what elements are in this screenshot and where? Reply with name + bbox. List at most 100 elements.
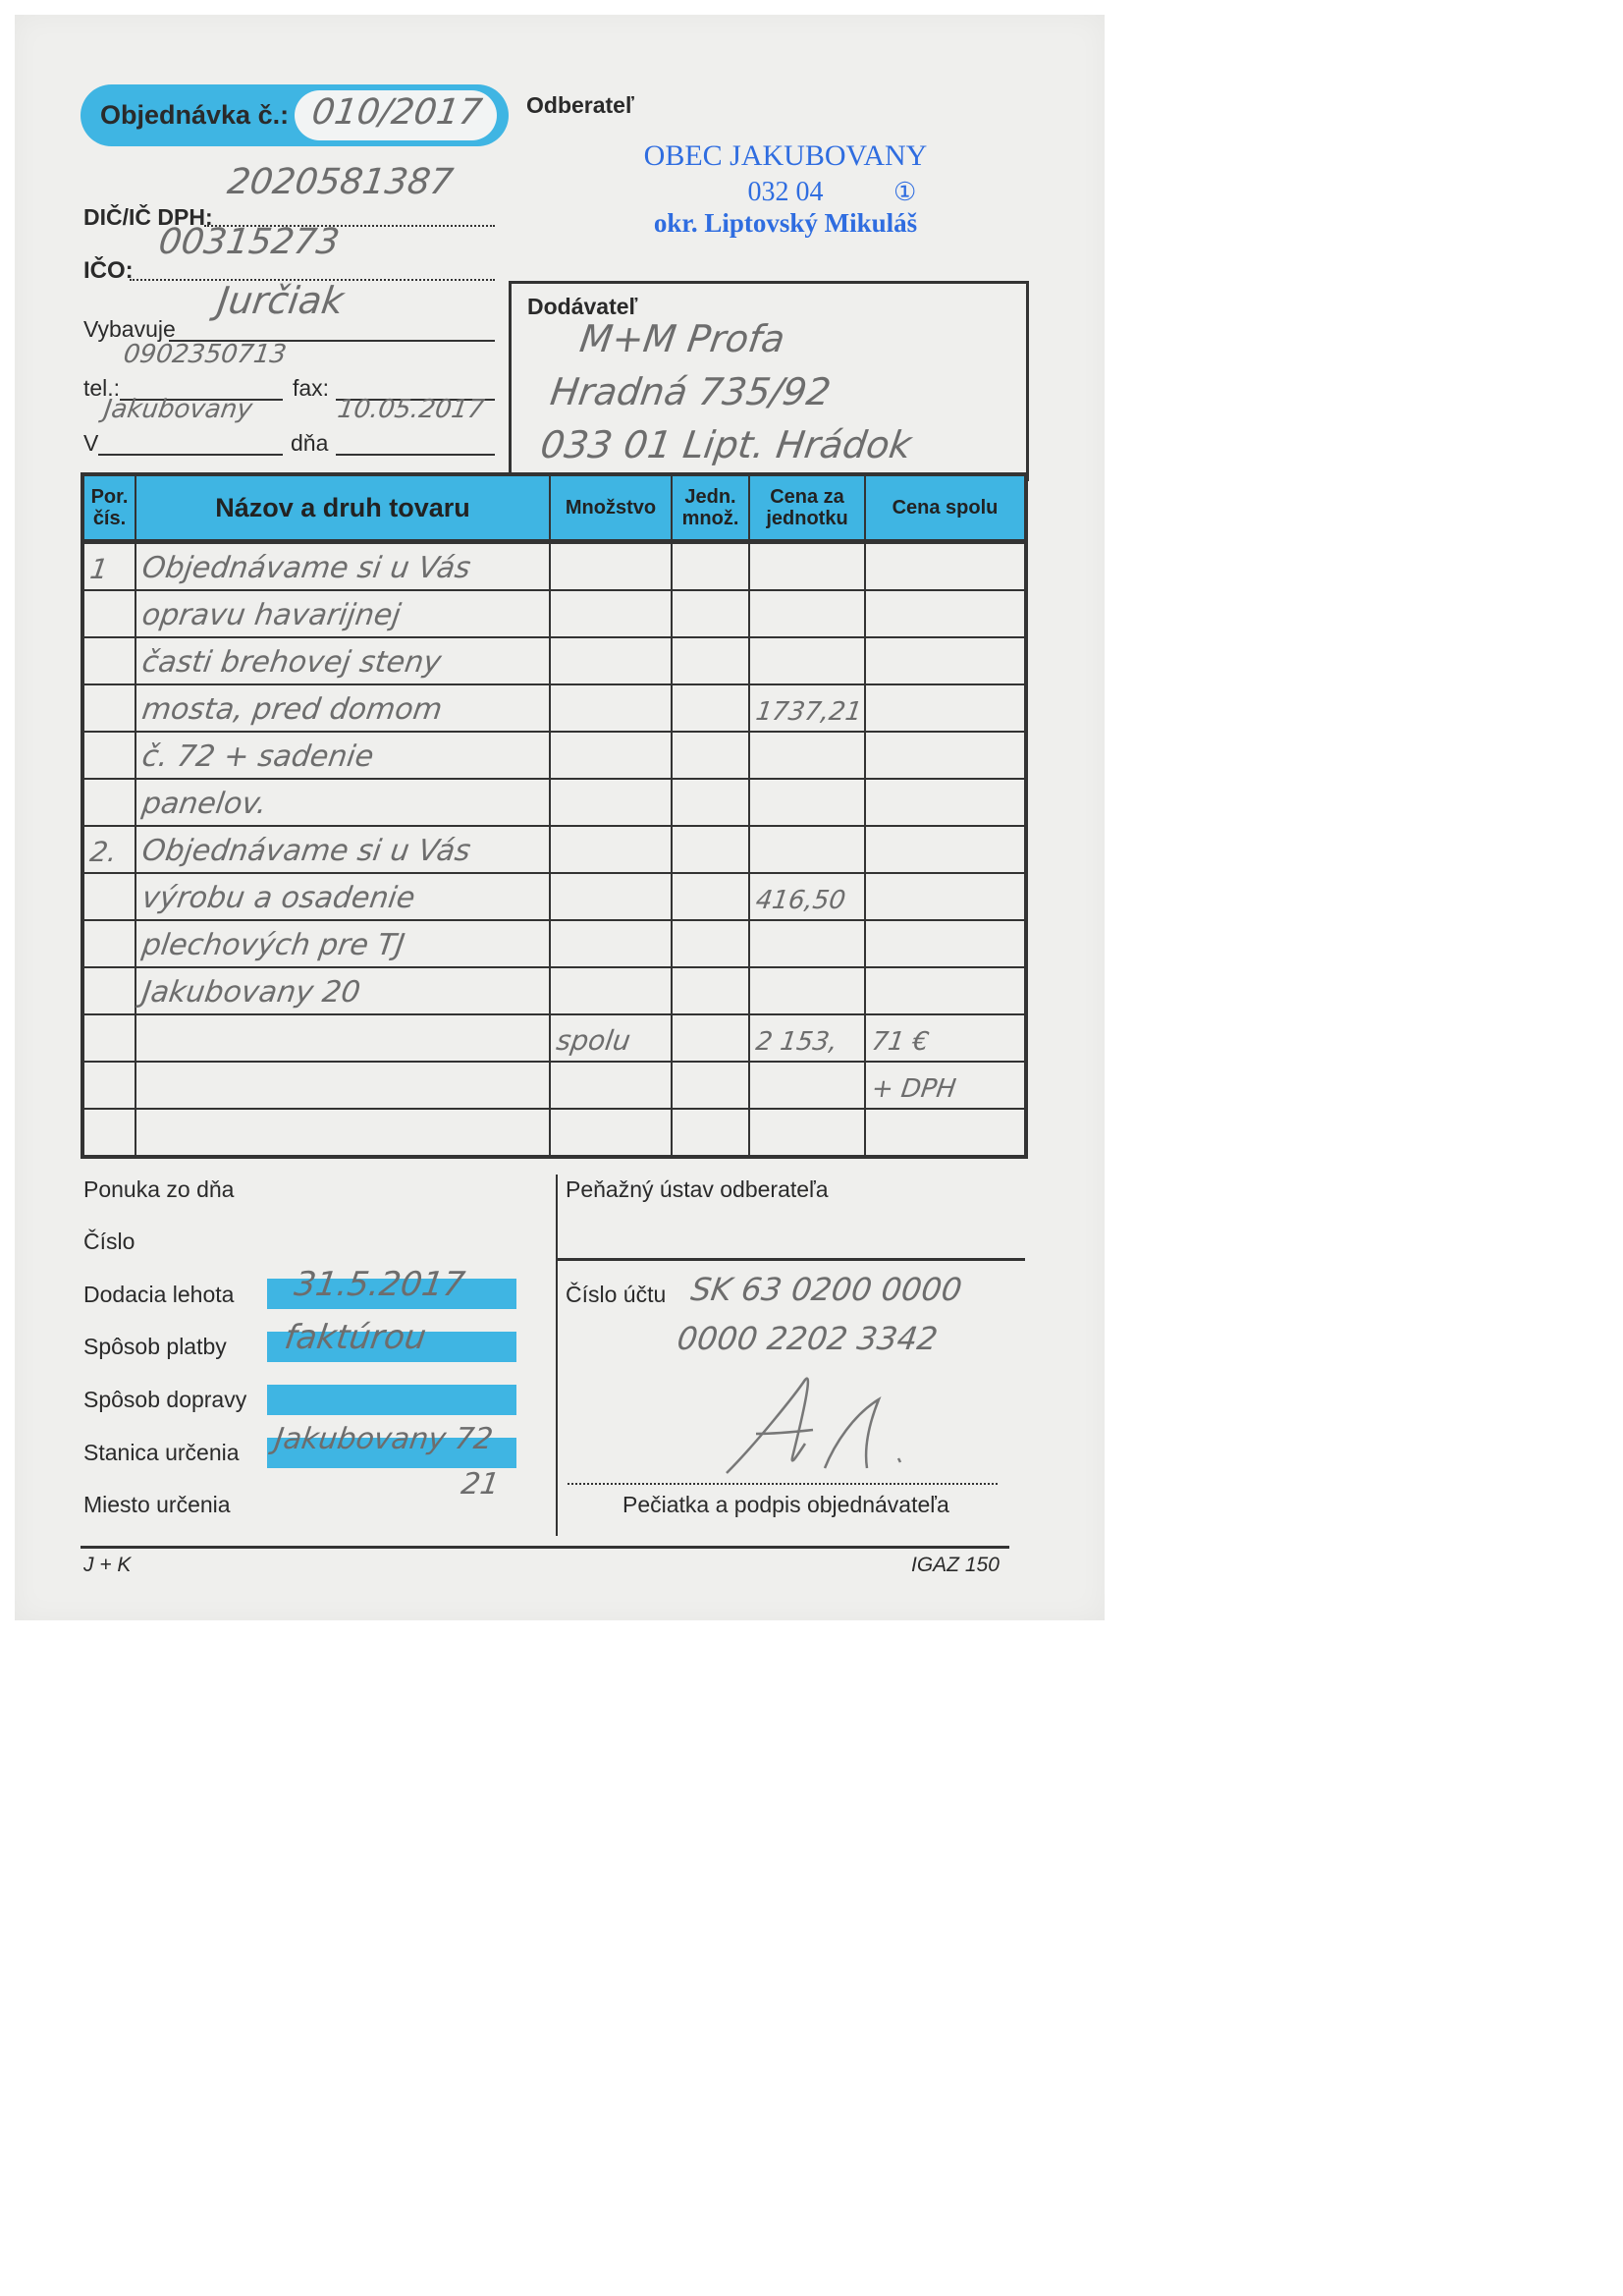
cell-nazov[interactable]: mosta, pred domom bbox=[135, 683, 551, 733]
cell-nazov[interactable]: výrobu a osadenie bbox=[135, 872, 551, 921]
cell-por[interactable] bbox=[81, 731, 136, 780]
footer-divider bbox=[556, 1175, 558, 1536]
stanica-field[interactable] bbox=[267, 1438, 516, 1468]
cell-por[interactable] bbox=[81, 778, 136, 827]
dodacia-field[interactable] bbox=[267, 1279, 516, 1309]
cell-mnozstvo[interactable]: spolu bbox=[549, 1013, 673, 1063]
ico-field[interactable]: 00315273 bbox=[130, 222, 495, 281]
cell-cena-spolu[interactable] bbox=[864, 540, 1027, 591]
cell-nazov[interactable]: Jakubovany 20 bbox=[135, 966, 551, 1015]
cell-mnozstvo[interactable] bbox=[549, 683, 673, 733]
cell-cena-za[interactable]: 416,50 bbox=[748, 872, 866, 921]
cell-cena-spolu[interactable]: 71 € bbox=[864, 1013, 1027, 1063]
cell-por[interactable] bbox=[81, 1061, 136, 1110]
cell-nazov[interactable]: časti brehovej steny bbox=[135, 636, 551, 685]
cell-cena-spolu[interactable] bbox=[864, 919, 1027, 968]
vybavuje-field[interactable]: Jurčiak bbox=[169, 279, 495, 342]
cell-mnozstvo[interactable] bbox=[549, 540, 673, 591]
cell-jedn[interactable] bbox=[671, 1013, 750, 1063]
cell-por[interactable]: 1 bbox=[81, 540, 136, 591]
cell-cena-spolu[interactable] bbox=[864, 589, 1027, 638]
cell-mnozstvo[interactable] bbox=[549, 731, 673, 780]
cell-jedn[interactable] bbox=[671, 1061, 750, 1110]
cell-nazov[interactable] bbox=[135, 1013, 551, 1063]
cell-por[interactable] bbox=[81, 919, 136, 968]
cell-mnozstvo[interactable] bbox=[549, 966, 673, 1015]
cell-por[interactable] bbox=[81, 636, 136, 685]
cell-jedn[interactable] bbox=[671, 872, 750, 921]
cell-mnozstvo[interactable] bbox=[549, 1108, 673, 1158]
cell-cena-spolu[interactable] bbox=[864, 966, 1027, 1015]
cell-nazov[interactable] bbox=[135, 1108, 551, 1158]
cell-mnozstvo[interactable] bbox=[549, 589, 673, 638]
cell-por[interactable] bbox=[81, 872, 136, 921]
cell-jedn[interactable] bbox=[671, 589, 750, 638]
cell-por[interactable] bbox=[81, 1013, 136, 1063]
cell-jedn[interactable] bbox=[671, 683, 750, 733]
cell-nazov[interactable]: Objednávame si u Vás bbox=[135, 825, 551, 874]
cell-jedn[interactable] bbox=[671, 778, 750, 827]
cell-por-value: 2. bbox=[87, 836, 120, 868]
cell-mnozstvo[interactable] bbox=[549, 636, 673, 685]
cell-nazov[interactable]: Objednávame si u Vás bbox=[135, 540, 551, 591]
cell-nazov[interactable]: plechových pre TJ bbox=[135, 919, 551, 968]
cell-nazov[interactable]: č. 72 + sadenie bbox=[135, 731, 551, 780]
cell-cena-za[interactable] bbox=[748, 589, 866, 638]
cell-cena-za[interactable] bbox=[748, 731, 866, 780]
bottom-rule bbox=[81, 1546, 1009, 1549]
cell-jedn[interactable] bbox=[671, 636, 750, 685]
cell-jedn[interactable] bbox=[671, 825, 750, 874]
cell-cena-za[interactable]: 1737,21 bbox=[748, 683, 866, 733]
signature-line[interactable] bbox=[568, 1481, 998, 1485]
cell-por[interactable] bbox=[81, 1108, 136, 1158]
cell-mnozstvo[interactable] bbox=[549, 919, 673, 968]
dodavatel-line1: M+M Profa bbox=[576, 317, 788, 360]
cell-cena-spolu[interactable] bbox=[864, 872, 1027, 921]
cell-cena-za[interactable] bbox=[748, 1108, 866, 1158]
date-field[interactable]: 10.05.2017 bbox=[336, 395, 495, 456]
cell-cena-za[interactable] bbox=[748, 825, 866, 874]
place-field[interactable]: Jakubovany bbox=[98, 395, 283, 456]
header-por: Por. čís. bbox=[81, 473, 136, 544]
cell-cena-za[interactable] bbox=[748, 636, 866, 685]
cell-cena-za[interactable]: 2 153, bbox=[748, 1013, 866, 1063]
order-number-field[interactable]: 010/2017 bbox=[295, 90, 497, 140]
cell-cena-za-value: 2 153, bbox=[753, 1027, 839, 1057]
dic-field[interactable]: 2020581387 bbox=[204, 162, 495, 227]
cell-jedn[interactable] bbox=[671, 540, 750, 591]
cell-jedn[interactable] bbox=[671, 1108, 750, 1158]
fax-field[interactable] bbox=[336, 375, 495, 401]
cell-cena-spolu[interactable] bbox=[864, 731, 1027, 780]
cell-cena-spolu[interactable] bbox=[864, 636, 1027, 685]
header-cena-spolu: Cena spolu bbox=[864, 473, 1027, 544]
cell-jedn[interactable] bbox=[671, 919, 750, 968]
cell-mnozstvo[interactable] bbox=[549, 778, 673, 827]
cell-cena-za[interactable] bbox=[748, 778, 866, 827]
cell-cena-spolu[interactable] bbox=[864, 778, 1027, 827]
cell-mnozstvo[interactable] bbox=[549, 1061, 673, 1110]
cell-por[interactable]: 2. bbox=[81, 825, 136, 874]
stamp-line2: 032 04 bbox=[747, 177, 824, 207]
cell-cena-spolu[interactable]: + DPH bbox=[864, 1061, 1027, 1110]
cell-por[interactable] bbox=[81, 589, 136, 638]
cell-mnozstvo[interactable] bbox=[549, 825, 673, 874]
dodavatel-box[interactable]: Dodávateľ M+M Profa Hradná 735/92 033 01… bbox=[509, 281, 1029, 481]
cell-por[interactable] bbox=[81, 966, 136, 1015]
cell-jedn[interactable] bbox=[671, 731, 750, 780]
cell-cena-spolu[interactable] bbox=[864, 1108, 1027, 1158]
cell-cena-za[interactable] bbox=[748, 919, 866, 968]
cell-jedn[interactable] bbox=[671, 966, 750, 1015]
cell-cena-za[interactable] bbox=[748, 966, 866, 1015]
cell-cena-spolu[interactable] bbox=[864, 683, 1027, 733]
cell-cena-za[interactable] bbox=[748, 1061, 866, 1110]
cell-nazov[interactable]: panelov. bbox=[135, 778, 551, 827]
cell-por[interactable] bbox=[81, 683, 136, 733]
tel-field[interactable]: 0902350713 bbox=[120, 340, 289, 401]
cell-nazov[interactable] bbox=[135, 1061, 551, 1110]
doprava-field[interactable] bbox=[267, 1385, 516, 1415]
platba-field[interactable] bbox=[267, 1332, 516, 1362]
cell-nazov[interactable]: opravu havarijnej bbox=[135, 589, 551, 638]
cell-cena-spolu[interactable] bbox=[864, 825, 1027, 874]
cell-cena-za[interactable] bbox=[748, 540, 866, 591]
cell-mnozstvo[interactable] bbox=[549, 872, 673, 921]
